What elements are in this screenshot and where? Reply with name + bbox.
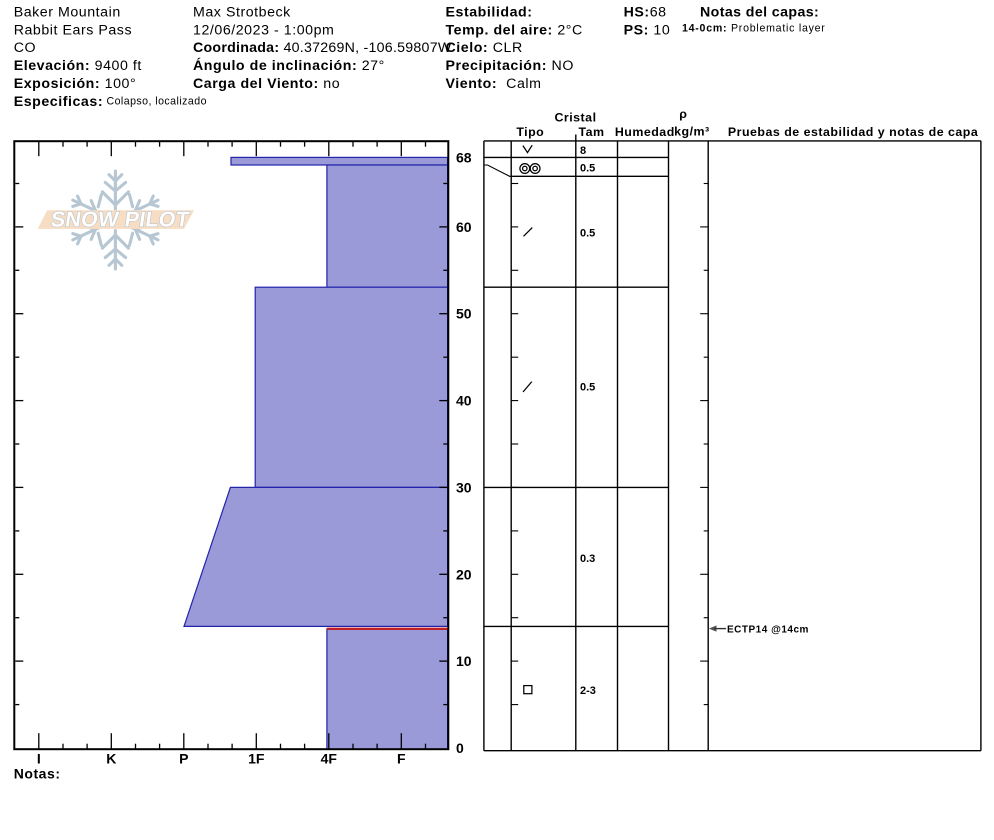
svg-text:10: 10 bbox=[456, 653, 472, 669]
svg-text:Pruebas de estabilidad y notas: Pruebas de estabilidad y notas de capa bbox=[728, 125, 978, 139]
svg-text:P: P bbox=[179, 750, 188, 766]
svg-text:Notas del capas:: Notas del capas: bbox=[700, 4, 819, 20]
svg-text:4F: 4F bbox=[321, 750, 338, 766]
svg-text:30: 30 bbox=[456, 479, 472, 495]
svg-text:F: F bbox=[397, 750, 406, 766]
svg-text:60: 60 bbox=[456, 219, 472, 235]
svg-text:CO: CO bbox=[14, 40, 36, 56]
svg-text:50: 50 bbox=[456, 306, 472, 322]
svg-text:Temp. del aire: 2°C: Temp. del aire: 2°C bbox=[446, 22, 583, 38]
svg-text:Humedad: Humedad bbox=[615, 125, 675, 139]
svg-text:14-0cm: Problematic layer: 14-0cm: Problematic layer bbox=[682, 23, 826, 35]
svg-text:1F: 1F bbox=[248, 750, 265, 766]
svg-text:Coordinada: 40.37269N, -106.59: Coordinada: 40.37269N, -106.59807W bbox=[193, 40, 452, 56]
svg-text:Exposición: 100°: Exposición: 100° bbox=[14, 76, 137, 92]
svg-text:Tam: Tam bbox=[578, 125, 604, 139]
svg-text:8: 8 bbox=[580, 145, 586, 157]
svg-text:0: 0 bbox=[456, 740, 464, 756]
svg-text:ECTP14 @14cm: ECTP14 @14cm bbox=[727, 624, 809, 635]
svg-text:Max Strotbeck: Max Strotbeck bbox=[193, 4, 291, 20]
svg-text:Precipitación: NO: Precipitación: NO bbox=[446, 58, 574, 74]
svg-text:2-3: 2-3 bbox=[580, 685, 596, 697]
svg-text:0.5: 0.5 bbox=[580, 382, 595, 394]
svg-text:Baker Mountain: Baker Mountain bbox=[14, 4, 121, 20]
svg-text:Tipo: Tipo bbox=[516, 125, 544, 139]
svg-text:0.3: 0.3 bbox=[580, 553, 595, 565]
svg-text:40: 40 bbox=[456, 393, 472, 409]
svg-text:Estabilidad:: Estabilidad: bbox=[446, 4, 533, 20]
svg-text:ρ: ρ bbox=[679, 107, 687, 121]
svg-text:Rabbit Ears Pass: Rabbit Ears Pass bbox=[14, 22, 132, 38]
svg-text:20: 20 bbox=[456, 566, 472, 582]
svg-text:Cristal: Cristal bbox=[554, 110, 596, 124]
svg-text:Notas:: Notas: bbox=[14, 766, 61, 782]
svg-text:Ángulo de inclinación: 27°: Ángulo de inclinación: 27° bbox=[193, 57, 385, 74]
svg-text:HS:68: HS:68 bbox=[624, 4, 667, 20]
svg-text:Viento: Calm: Viento: Calm bbox=[446, 76, 542, 92]
svg-text:Especificas: Colapso, localiza: Especificas: Colapso, localizado bbox=[14, 94, 207, 110]
svg-text:Elevación: 9400 ft: Elevación: 9400 ft bbox=[14, 58, 142, 74]
svg-text:SNOW PILOT: SNOW PILOT bbox=[49, 206, 190, 231]
svg-text:K: K bbox=[106, 750, 116, 766]
svg-text:68: 68 bbox=[456, 149, 472, 165]
svg-text:0.5: 0.5 bbox=[580, 228, 595, 240]
svg-text:Cielo: CLR: Cielo: CLR bbox=[446, 40, 523, 56]
svg-text:I: I bbox=[37, 750, 41, 766]
svg-text:PS: 10: PS: 10 bbox=[624, 22, 671, 38]
svg-text:12/06/2023 - 1:00pm: 12/06/2023 - 1:00pm bbox=[193, 22, 334, 38]
svg-text:0.5: 0.5 bbox=[580, 162, 595, 174]
svg-text:kg/m³: kg/m³ bbox=[674, 124, 710, 138]
svg-text:Carga del Viento: no: Carga del Viento: no bbox=[193, 76, 340, 92]
